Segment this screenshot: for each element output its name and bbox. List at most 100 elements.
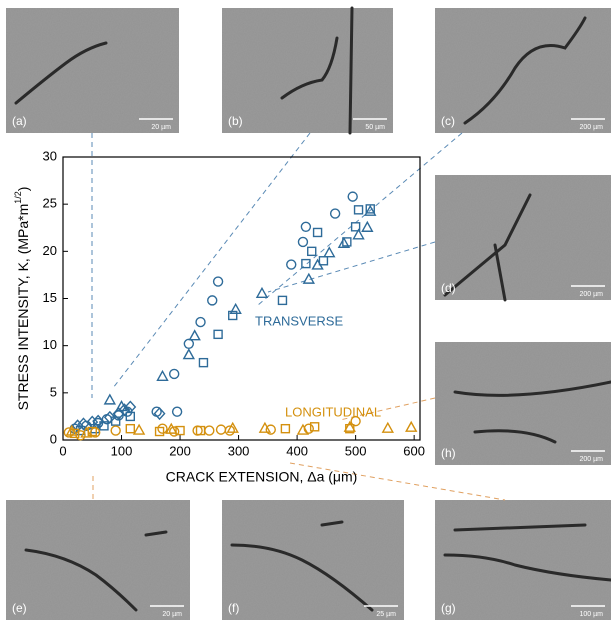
- marker-triangle: [311, 258, 324, 270]
- micrograph-image: [222, 500, 404, 620]
- micrograph-image: [435, 342, 611, 465]
- micrograph-image: [222, 8, 393, 133]
- marker-square: [154, 426, 165, 437]
- connector: [289, 462, 506, 501]
- micrograph: (d) 200 µm: [435, 175, 611, 302]
- marker-circle: [110, 425, 121, 436]
- marker-triangle: [337, 236, 351, 248]
- marker-triangle: [229, 302, 242, 315]
- marker-square: [280, 423, 291, 434]
- marker-triangle: [156, 369, 169, 381]
- marker-diamond: [103, 410, 116, 424]
- x-tick-label: 300: [228, 443, 250, 458]
- x-tick-label: 400: [286, 443, 308, 458]
- scale-label: 200 µm: [580, 291, 604, 298]
- marker-circle: [168, 426, 180, 437]
- marker-circle: [168, 368, 180, 380]
- marker-circle: [157, 423, 168, 434]
- marker-circle: [171, 406, 183, 417]
- marker-triangle: [226, 421, 239, 433]
- marker-circle: [215, 424, 227, 435]
- marker-triangle: [405, 420, 418, 432]
- y-tick-label: 10: [43, 337, 57, 352]
- marker-diamond: [118, 403, 131, 417]
- marker-triangle: [352, 228, 365, 240]
- micrograph: (a) 20 µm: [6, 8, 179, 133]
- scale-label: 200 µm: [580, 124, 604, 131]
- panel-label: (e): [12, 601, 27, 615]
- marker-square: [353, 205, 364, 215]
- micrograph-panels: (a) 20 µm (b) 50 µm (c) 200 µm(d) 200 µm(h) 200…: [6, 6, 611, 620]
- marker-circle: [347, 191, 358, 202]
- crack: [453, 380, 611, 444]
- marker-square: [213, 329, 223, 340]
- marker-square: [198, 357, 209, 368]
- crack: [14, 41, 108, 105]
- marker-triangle: [323, 246, 336, 258]
- x-tick-label: 500: [345, 443, 367, 458]
- x-axis-label: CRACK EXTENSION, Δa (μm): [166, 469, 358, 485]
- panel-label: (g): [441, 601, 456, 615]
- micrograph: (c) 200 µm: [435, 8, 611, 133]
- crack: [443, 193, 532, 302]
- marker-circle: [204, 425, 215, 436]
- marker-square: [70, 428, 80, 439]
- x-tick-label: 200: [169, 443, 191, 458]
- marker-circle: [207, 295, 218, 306]
- marker-circle: [195, 316, 206, 328]
- crack: [280, 6, 354, 135]
- panel-label: (h): [441, 446, 456, 460]
- connector: [267, 241, 436, 293]
- marker-triangle: [182, 348, 196, 360]
- plot-frame: [62, 156, 421, 441]
- scale-label: 20 µm: [151, 124, 171, 131]
- marker-circle: [297, 236, 309, 248]
- marker-circle: [350, 415, 361, 427]
- panel-label: (f): [228, 601, 239, 615]
- y-tick-label: 15: [43, 290, 57, 305]
- marker-triangle: [381, 421, 395, 433]
- marker-square: [309, 422, 320, 432]
- chart: 0 100 200 300 400 500 600 0 5 10 15 20 25 30 CRACK EXT…: [13, 148, 425, 484]
- micrograph-image: [435, 8, 611, 133]
- micrograph: (b) 50 µm: [222, 6, 393, 135]
- marker-square: [342, 237, 352, 247]
- marker-square: [125, 423, 136, 434]
- marker-circle: [286, 259, 297, 270]
- marker-circle: [183, 338, 195, 349]
- marker-diamond: [92, 414, 105, 428]
- micrograph-image: [6, 8, 179, 133]
- micrograph: (e) 20 µm: [6, 500, 190, 620]
- marker-triangle: [103, 393, 117, 405]
- marker-circle: [224, 425, 235, 436]
- y-axis-label: STRESS INTENSITY, K, (MPa*m1/2): [13, 187, 30, 411]
- y-tick-label: 30: [43, 148, 57, 163]
- micrograph-image: [435, 500, 611, 620]
- crack: [230, 520, 374, 612]
- marker-square: [318, 256, 329, 266]
- marker-triangle: [302, 272, 315, 284]
- marker-diamond: [124, 400, 137, 414]
- marker-square: [99, 421, 109, 431]
- y-axis-label-part: STRESS INTENSITY, K, (MPa*m: [15, 204, 31, 411]
- annotation: LONGITUDINAL: [285, 404, 381, 419]
- annotation: TRANSVERSE: [255, 313, 343, 328]
- x-tick-label: 0: [59, 443, 66, 458]
- x-tick-label: 100: [111, 443, 133, 458]
- panel-label: (a): [12, 114, 27, 128]
- marker-circle: [192, 425, 203, 436]
- marker-square: [195, 425, 206, 436]
- marker-triangle: [80, 426, 93, 438]
- y-tick-label: 20: [43, 243, 57, 258]
- marker-square: [175, 425, 185, 436]
- marker-triangle: [343, 420, 356, 432]
- marker-circle: [265, 424, 276, 435]
- marker-triangle: [65, 424, 78, 436]
- y-tick-label: 0: [50, 431, 57, 446]
- y-axis-label-part: 1/2: [13, 191, 23, 204]
- marker-square: [307, 246, 317, 257]
- marker-triangle: [165, 422, 178, 434]
- marker-square: [277, 295, 288, 306]
- panel-label: (b): [228, 114, 243, 128]
- y-axis-label-part: ): [15, 187, 31, 192]
